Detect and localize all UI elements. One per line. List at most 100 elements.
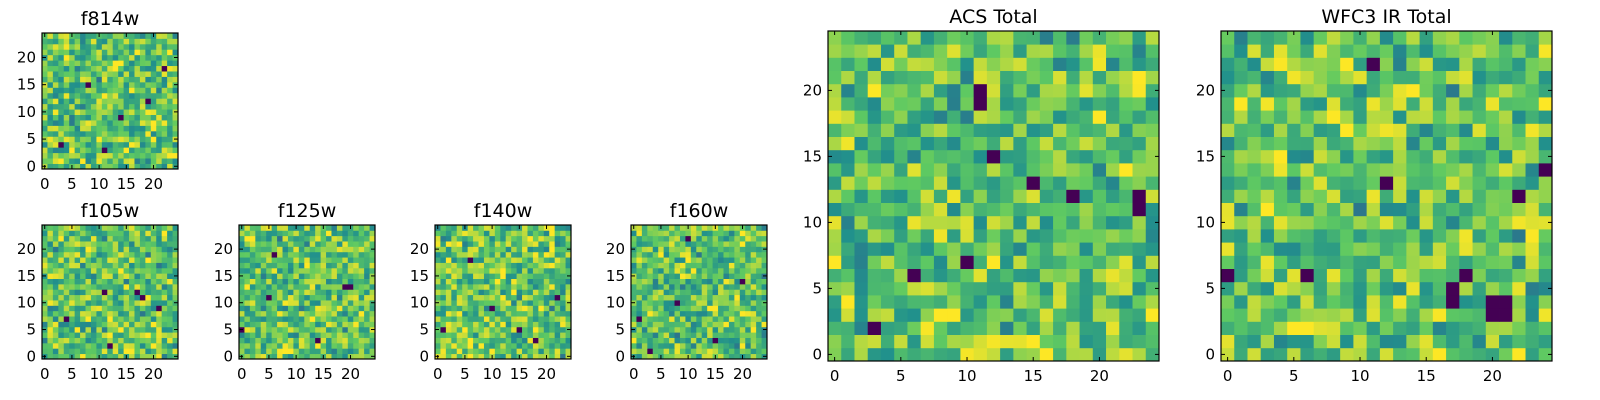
- heatmap-cell: [320, 273, 327, 279]
- heatmap-cell: [118, 278, 124, 285]
- heatmap-cell: [456, 278, 463, 285]
- heatmap-cell: [161, 49, 168, 56]
- heatmap-cell: [74, 60, 81, 67]
- heatmap-cell: [1459, 110, 1473, 124]
- heatmap-cell: [1273, 202, 1288, 217]
- heatmap-cell: [112, 262, 119, 269]
- heatmap-cell: [696, 246, 703, 253]
- heatmap-cell: [69, 114, 76, 121]
- heatmap-cell: [1419, 136, 1434, 151]
- heatmap-cell: [369, 294, 376, 301]
- heatmap-cell: [1379, 83, 1394, 98]
- heatmap-cell: [69, 267, 76, 274]
- heatmap-cell: [973, 176, 988, 190]
- heatmap-cell: [123, 92, 130, 99]
- heatmap-cell: [505, 235, 512, 242]
- heatmap-cell: [674, 278, 681, 285]
- heatmap-cell: [266, 257, 273, 263]
- heatmap-cell: [1366, 255, 1381, 269]
- heatmap-cell: [309, 235, 316, 242]
- axes-frame: [434, 224, 572, 360]
- heatmap-cell: [1026, 31, 1041, 45]
- heatmap-cell: [74, 87, 81, 94]
- heatmap-cell: [1379, 123, 1394, 137]
- heatmap-cell: [723, 321, 730, 328]
- heatmap-cell: [80, 305, 86, 312]
- heatmap-cell: [467, 348, 474, 355]
- heatmap-cell: [134, 300, 141, 306]
- heatmap-cell: [451, 305, 458, 312]
- heatmap-cell: [1119, 202, 1133, 217]
- heatmap-cell: [712, 230, 719, 237]
- heatmap-cell: [750, 235, 757, 242]
- heatmap-cell: [58, 230, 65, 237]
- heatmap-cell: [560, 342, 566, 349]
- heatmap-cell: [1406, 334, 1420, 349]
- heatmap-cell: [172, 305, 179, 312]
- heatmap-cell: [1287, 83, 1301, 98]
- heatmap-cell: [658, 300, 665, 306]
- heatmap-cell: [478, 262, 485, 269]
- heatmap-cell: [1247, 31, 1262, 45]
- heatmap-cell: [112, 332, 119, 338]
- heatmap-cell: [69, 65, 76, 72]
- heatmap-cell: [85, 120, 92, 126]
- heatmap-cell: [739, 241, 746, 247]
- heatmap-cell: [69, 241, 76, 247]
- heatmap-cell: [1525, 268, 1540, 283]
- heatmap-cell: [1366, 268, 1381, 283]
- heatmap-cell: [489, 316, 496, 322]
- heatmap-cell: [52, 251, 59, 258]
- heatmap-cell: [685, 321, 692, 328]
- heatmap-cell: [271, 225, 278, 231]
- heatmap-cell: [701, 262, 708, 269]
- heatmap-cell: [739, 257, 746, 263]
- heatmap-cell: [1079, 83, 1094, 98]
- heatmap-cell: [293, 316, 300, 322]
- heatmap-cell: [456, 316, 463, 322]
- y-tick-label: 20: [17, 240, 36, 258]
- heatmap-cell: [1247, 281, 1262, 296]
- heatmap-cell: [505, 321, 512, 328]
- heatmap-cell: [631, 332, 637, 338]
- heatmap-cell: [1353, 110, 1368, 124]
- heatmap-cell: [52, 273, 59, 279]
- heatmap-cell: [63, 267, 70, 274]
- heatmap-cell: [1092, 202, 1107, 217]
- heatmap-cell: [1512, 202, 1526, 217]
- heatmap-cell: [1499, 321, 1513, 335]
- heatmap-cell: [478, 230, 485, 237]
- heatmap-cell: [101, 246, 108, 253]
- heatmap-cell: [331, 251, 338, 258]
- heatmap-cell: [467, 257, 474, 263]
- heatmap-cell: [85, 60, 92, 67]
- heatmap-cell: [756, 332, 762, 338]
- heatmap-cell: [1221, 229, 1235, 243]
- heatmap-cell: [445, 316, 452, 322]
- heatmap-cell: [1499, 242, 1513, 256]
- heatmap-cell: [1313, 176, 1328, 190]
- heatmap-cell: [527, 225, 534, 231]
- heatmap-cell: [707, 235, 713, 242]
- heatmap-cell: [1340, 268, 1354, 283]
- heatmap-cell: [42, 337, 48, 344]
- heatmap-cell: [74, 103, 81, 110]
- heatmap-cell: [1432, 70, 1447, 85]
- heatmap-cell: [538, 235, 545, 242]
- heatmap-cell: [707, 225, 713, 231]
- heatmap-cell: [1273, 347, 1288, 362]
- heatmap-cell: [745, 294, 752, 301]
- heatmap-cell: [728, 321, 735, 328]
- heatmap-cell: [326, 267, 332, 274]
- heatmap-cell: [854, 295, 869, 309]
- heatmap-cell: [1485, 176, 1500, 190]
- heatmap-cell: [90, 326, 97, 333]
- heatmap-cell: [298, 246, 305, 253]
- heatmap-cell: [1406, 110, 1420, 124]
- heatmap-cell: [1525, 31, 1540, 45]
- heatmap-cell: [80, 257, 86, 263]
- heatmap-cell: [342, 353, 349, 360]
- heatmap-cell: [123, 125, 130, 132]
- heatmap-cell: [47, 98, 54, 105]
